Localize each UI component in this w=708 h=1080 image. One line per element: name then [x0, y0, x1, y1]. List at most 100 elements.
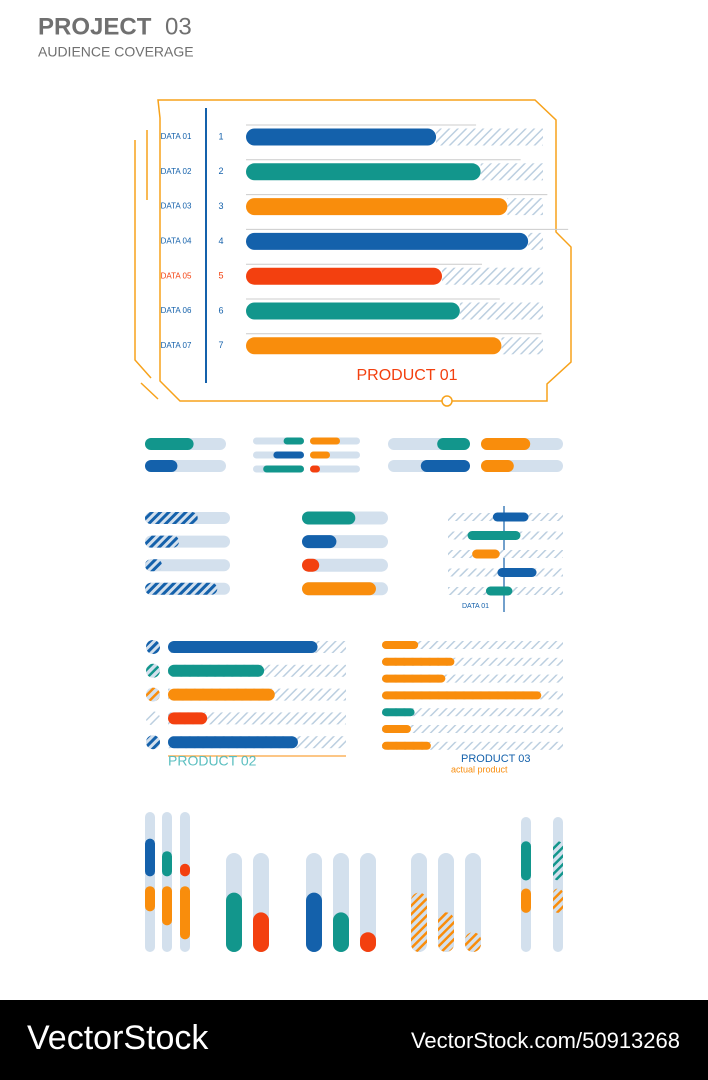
track: [465, 853, 481, 952]
row-rank: 3: [218, 201, 223, 211]
bar: [438, 912, 454, 952]
track: [145, 812, 155, 952]
track: [382, 725, 563, 733]
bar: [411, 892, 427, 952]
bar: [145, 582, 218, 595]
row-label: DATA 02: [161, 167, 192, 176]
bar: [263, 465, 304, 473]
row-label: DATA 06: [161, 306, 192, 315]
bar-remainder: [528, 232, 543, 250]
bar: [310, 465, 320, 473]
bar: [253, 912, 269, 952]
bar: [145, 460, 178, 472]
marker: [146, 735, 160, 750]
bar: [162, 886, 172, 926]
frame-knob: [441, 395, 453, 407]
track: [302, 558, 388, 572]
bar-remainder: [436, 128, 543, 146]
bar: [246, 267, 443, 285]
track: [448, 550, 563, 558]
track: [310, 465, 360, 473]
bar: [302, 582, 376, 596]
w7-label: PRODUCT 02: [168, 753, 257, 769]
bar: [382, 657, 455, 666]
bar: [521, 888, 531, 913]
bar: [481, 438, 531, 450]
bar: [553, 888, 563, 913]
bar: [145, 838, 155, 877]
marker: [146, 640, 160, 654]
title: PROJECT: [38, 13, 152, 40]
w8-sublabel: actual product: [451, 764, 508, 774]
track: [382, 641, 563, 649]
bar: [145, 535, 179, 548]
row-rank: 6: [218, 305, 223, 315]
bar-remainder: [442, 267, 543, 285]
range-bar: [485, 586, 513, 596]
bar: [310, 437, 340, 445]
bar: [481, 460, 514, 472]
marker: [146, 663, 160, 678]
bar: [382, 641, 419, 649]
marker: [146, 711, 160, 726]
bar: [168, 688, 275, 701]
track: [382, 708, 563, 717]
row-rank: 5: [218, 271, 223, 281]
bar: [180, 886, 190, 940]
bar: [521, 841, 531, 881]
bar: [145, 886, 155, 912]
bar: [382, 725, 411, 733]
bar-remainder: [480, 163, 543, 181]
bar: [226, 892, 242, 952]
row-rank: 1: [218, 131, 223, 141]
track: [382, 674, 563, 683]
row-label: DATA 05: [161, 271, 192, 280]
bar: [145, 559, 162, 572]
track: [521, 817, 531, 952]
bar: [310, 451, 330, 459]
bar: [382, 674, 446, 683]
bar: [180, 863, 190, 877]
track: [382, 741, 563, 750]
bar: [246, 163, 481, 181]
w8-label: PRODUCT 03: [461, 753, 530, 765]
row-label: DATA 07: [161, 341, 192, 350]
bar: [168, 641, 318, 653]
row-label: DATA 03: [161, 202, 192, 211]
bar: [162, 851, 172, 877]
bar: [382, 691, 542, 700]
product-label: PRODUCT 01: [356, 367, 457, 384]
range-bar: [467, 531, 521, 540]
bar: [382, 741, 431, 750]
bar-remainder: [459, 302, 543, 320]
bar: [145, 438, 194, 450]
row-rank: 7: [218, 340, 223, 350]
bar: [246, 302, 460, 320]
brand: VectorStock: [27, 1019, 209, 1057]
bar: [465, 932, 481, 952]
bar: [246, 232, 529, 250]
bar: [246, 337, 502, 355]
bar: [168, 664, 265, 677]
bar: [168, 736, 298, 749]
marker: [146, 687, 160, 702]
bar: [420, 460, 470, 472]
bar: [273, 451, 304, 459]
bar: [302, 511, 356, 525]
row-rank: 2: [218, 166, 223, 176]
track: [360, 853, 376, 952]
row-rank: 4: [218, 236, 223, 246]
bar: [360, 932, 376, 952]
bar: [246, 198, 508, 216]
range-bar: [497, 568, 537, 577]
frame-accent: [134, 130, 159, 400]
bar-remainder: [501, 337, 543, 355]
track: [145, 559, 230, 572]
subtitle: AUDIENCE COVERAGE: [38, 44, 194, 60]
bar: [283, 437, 304, 445]
bar: [168, 712, 208, 725]
bar: [246, 128, 437, 146]
footer-band: [0, 1000, 708, 1080]
